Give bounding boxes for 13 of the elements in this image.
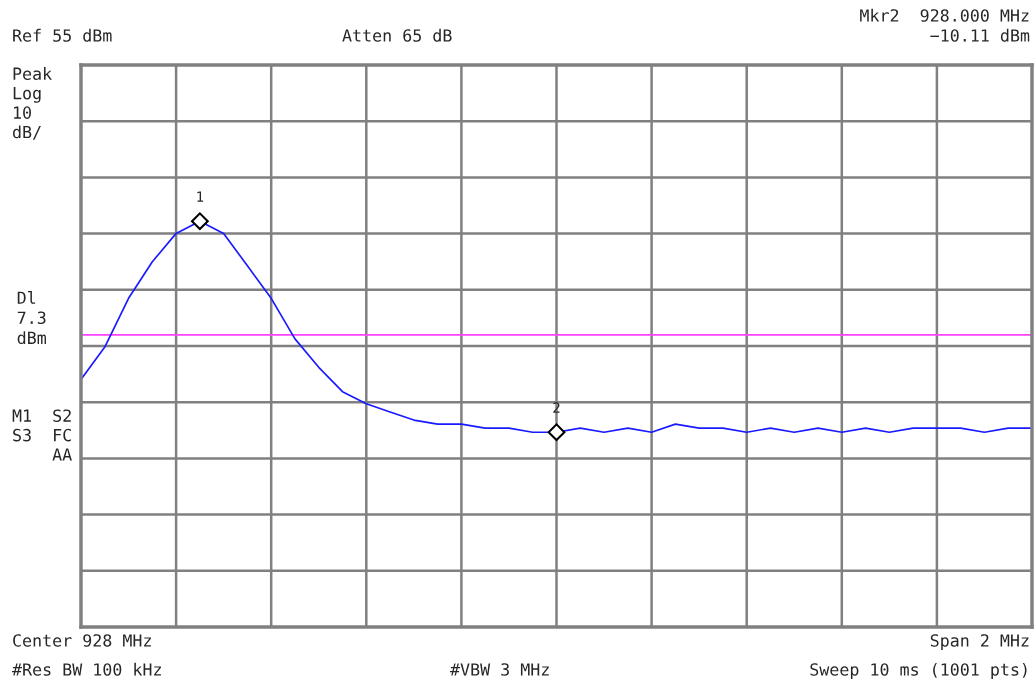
text: −10.11 dBm	[930, 28, 1030, 42]
ref-line-label: Dl 7.3 dBm	[17, 291, 46, 345]
text: Atten 65 dB	[342, 28, 452, 42]
text: Peak Log 10 dB/	[13, 67, 52, 140]
text: #Res BW 100 kHz	[12, 662, 161, 676]
text: #VBW 3 MHz	[450, 663, 549, 676]
text: M1 S2 S3 FC AA	[12, 409, 72, 461]
text: Mkr2 928.000 MHz	[860, 8, 1029, 22]
text: Sweep 10 ms (1001 pts)	[810, 662, 1027, 679]
text: Span 2 MHz	[930, 634, 1029, 650]
text: Center 928 MHz	[13, 634, 151, 647]
text: Ref 55 dBm	[13, 28, 112, 42]
text: 1	[197, 191, 204, 202]
